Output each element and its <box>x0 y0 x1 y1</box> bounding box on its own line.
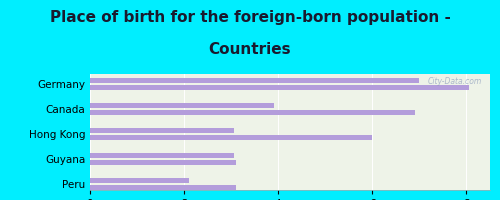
Bar <box>90 110 414 115</box>
Text: Place of birth for the foreign-born population -: Place of birth for the foreign-born popu… <box>50 10 450 25</box>
Bar <box>90 78 420 83</box>
Bar <box>90 185 236 190</box>
Text: Countries: Countries <box>208 42 292 57</box>
Bar <box>90 85 469 90</box>
Bar <box>90 153 234 158</box>
Text: City-Data.com: City-Data.com <box>428 77 482 86</box>
Bar <box>90 103 274 108</box>
Bar <box>90 160 236 165</box>
Bar <box>90 128 234 133</box>
Bar <box>90 178 189 183</box>
Bar <box>90 135 372 140</box>
